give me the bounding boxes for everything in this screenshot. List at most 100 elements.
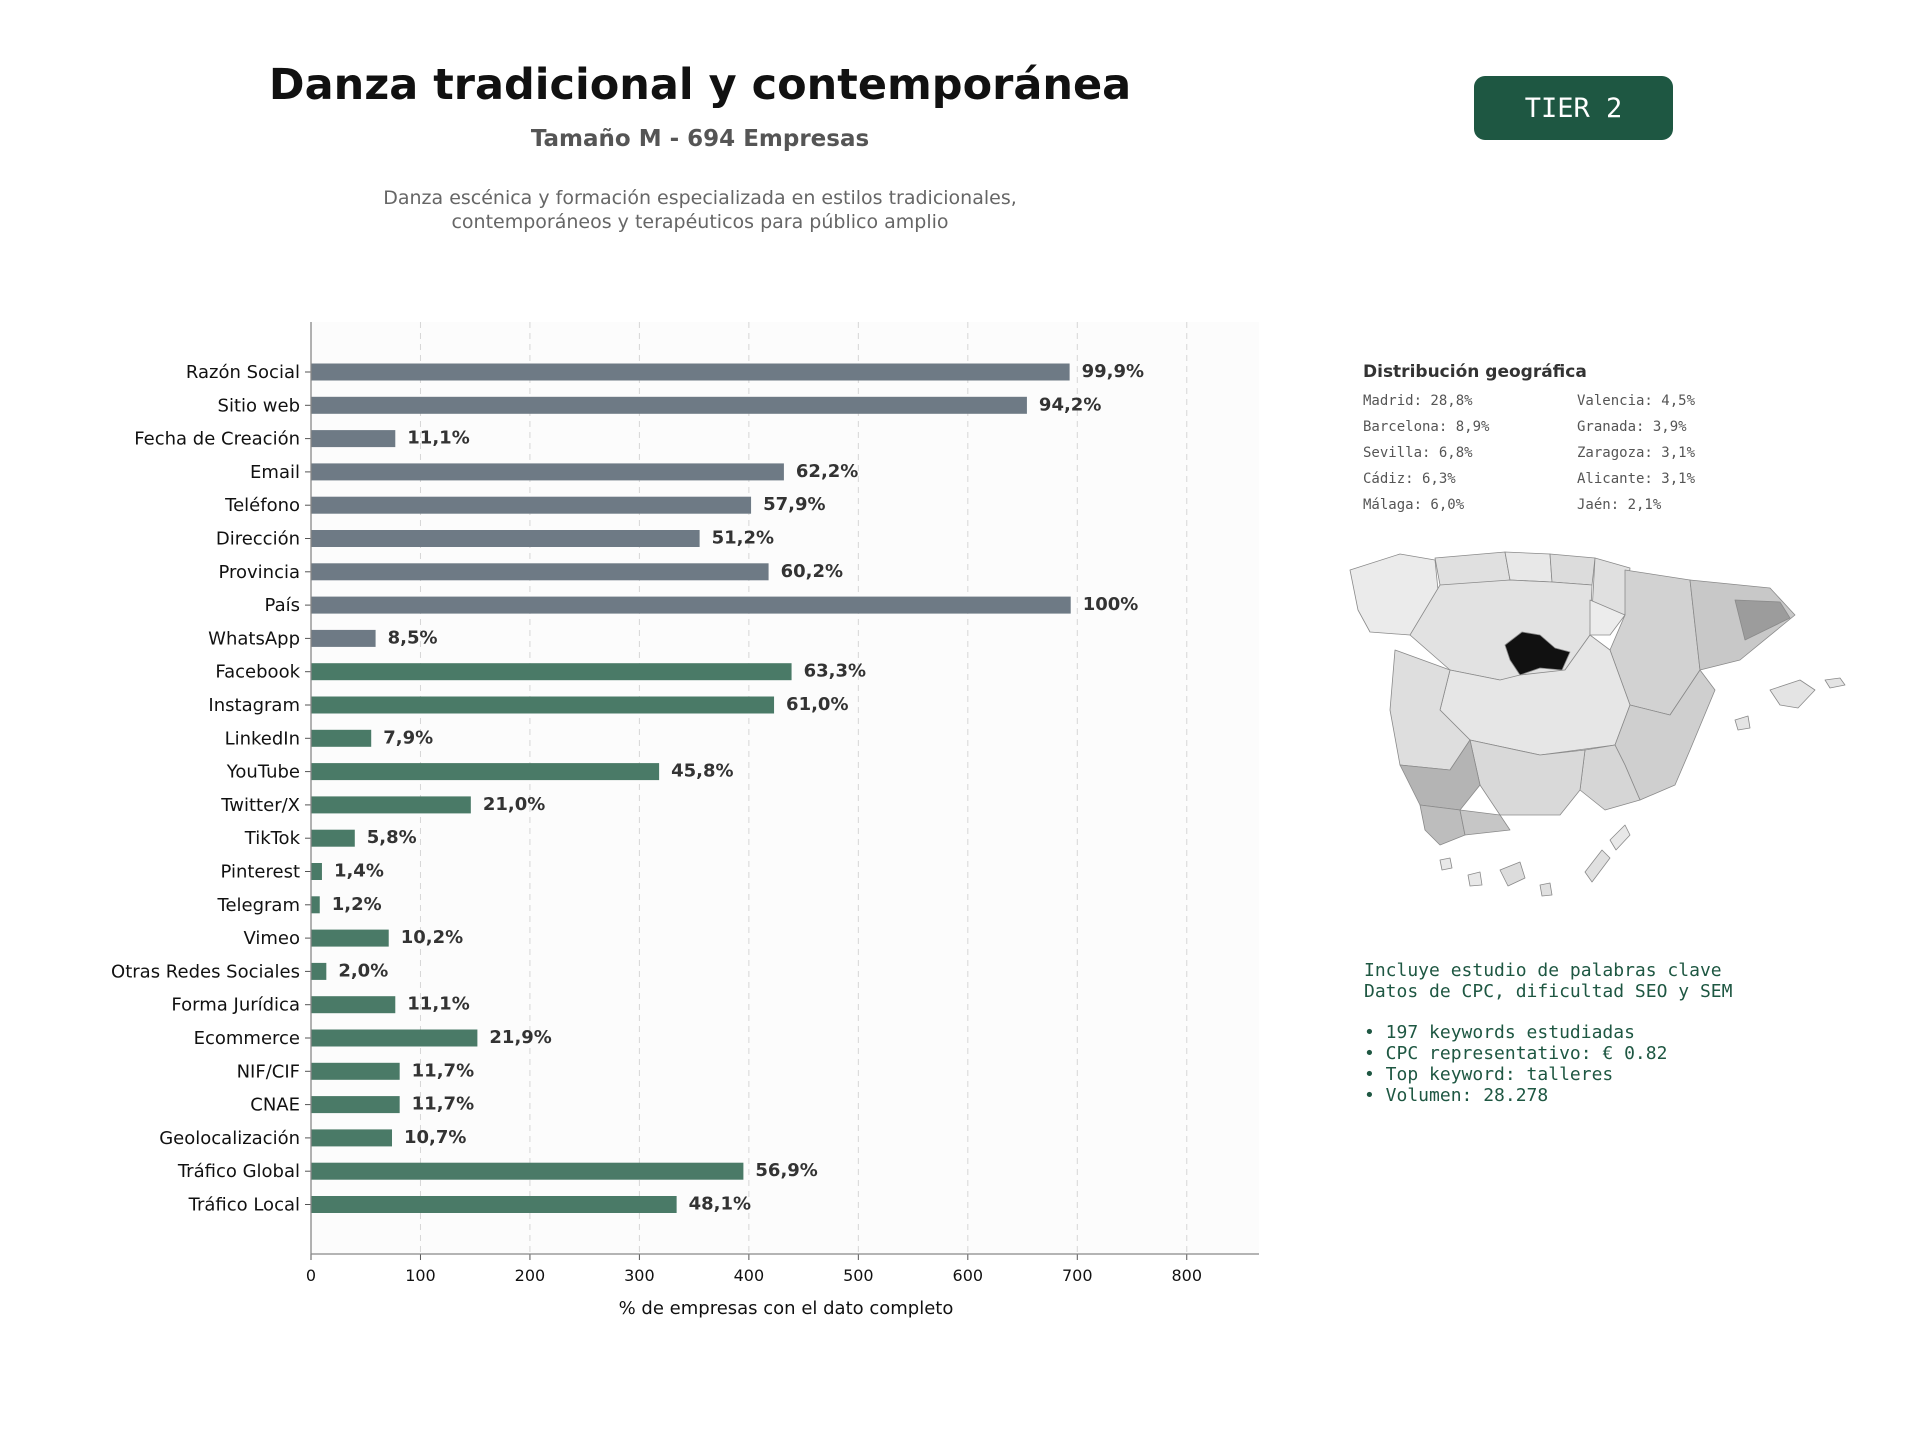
bar: [311, 1096, 400, 1114]
category-label: País: [265, 595, 300, 616]
bar: [311, 496, 752, 514]
data-label: 45,8%: [671, 761, 733, 782]
map-region-canary-1: [1439, 857, 1453, 871]
data-label: 10,2%: [401, 927, 463, 948]
tier-badge: TIER 2: [1474, 76, 1673, 140]
map-region-malaga: [1459, 809, 1511, 836]
x-tick-label: 600: [953, 1266, 984, 1285]
geo-title: Distribución geográfica: [1363, 362, 1587, 382]
x-tick-label: 800: [1171, 1266, 1202, 1285]
geo-entry: Alicante: 3,1%: [1577, 471, 1696, 487]
category-label: LinkedIn: [225, 728, 300, 749]
category-label: Forma Jurídica: [171, 995, 300, 1016]
map-region-canary-3: [1499, 861, 1526, 887]
map-region-madrid: [1504, 631, 1571, 676]
page-title: Danza tradicional y contemporánea: [268, 60, 1132, 110]
category-label: Twitter/X: [220, 795, 300, 816]
bar: [311, 463, 784, 481]
data-label: 1,2%: [332, 894, 382, 915]
data-label: 11,1%: [407, 428, 469, 449]
geo-entry: Jaén: 2,1%: [1577, 497, 1662, 513]
data-label: 5,8%: [367, 827, 417, 848]
category-label: CNAE: [250, 1095, 300, 1116]
category-label: Fecha de Creación: [134, 429, 300, 450]
bar: [311, 696, 775, 714]
keyword-bullet: • CPC representativo: € 0.82: [1364, 1043, 1668, 1064]
data-label: 48,1%: [689, 1194, 751, 1215]
map-region-canary-4: [1539, 882, 1553, 897]
data-label: 60,2%: [781, 561, 843, 582]
category-label: Dirección: [216, 529, 300, 550]
data-label: 11,1%: [407, 994, 469, 1015]
x-axis-label: % de empresas con el dato completo: [619, 1298, 954, 1319]
data-label: 99,9%: [1082, 361, 1144, 382]
map-region-barcelona: [1734, 599, 1791, 641]
bar: [311, 996, 396, 1014]
bar: [311, 929, 389, 947]
bar: [311, 396, 1027, 414]
x-tick-label: 100: [405, 1266, 436, 1285]
bar: [311, 962, 327, 980]
category-label: WhatsApp: [208, 628, 300, 649]
geo-entry: Granada: 3,9%: [1577, 419, 1687, 435]
category-label: Sitio web: [218, 395, 300, 416]
x-tick-label: 700: [1062, 1266, 1093, 1285]
category-label: Tráfico Local: [188, 1195, 300, 1216]
data-label: 21,0%: [483, 794, 545, 815]
x-tick-label: 300: [624, 1266, 655, 1285]
map-region-mallorca: [1769, 679, 1816, 709]
description-line: Danza escénica y formación especializada…: [383, 187, 1017, 209]
category-label: NIF/CIF: [237, 1061, 300, 1082]
geo-distribution-panel: Distribución geográfica Madrid: 28,8% Va…: [1363, 362, 1763, 515]
bar: [311, 596, 1071, 614]
spain-map: [1349, 551, 1846, 897]
bar: [311, 729, 372, 747]
data-label: 21,9%: [489, 1027, 551, 1048]
map-region-canary-5: [1584, 849, 1611, 883]
category-label: Tráfico Global: [177, 1161, 300, 1182]
bar: [311, 1029, 478, 1047]
x-tick-label: 400: [734, 1266, 765, 1285]
map-region-rioja: [1589, 599, 1626, 636]
keywords-panel: Incluye estudio de palabras clave Datos …: [1364, 960, 1884, 1106]
description-line: contemporáneos y terapéuticos para públi…: [451, 211, 949, 233]
page-description: Danza escénica y formación especializada…: [240, 186, 1160, 234]
data-label: 51,2%: [712, 528, 774, 549]
map-region-cantabria: [1504, 551, 1553, 583]
geo-entry: Valencia: 4,5%: [1577, 393, 1696, 409]
category-label: Geolocalización: [159, 1128, 300, 1149]
geo-entry: Sevilla: 6,8%: [1363, 445, 1473, 461]
data-label: 7,9%: [383, 727, 433, 748]
map-region-canary-2: [1467, 871, 1483, 887]
map-region-menorca: [1824, 677, 1846, 689]
category-label: Otras Redes Sociales: [111, 961, 300, 982]
geo-entry: Málaga: 6,0%: [1363, 497, 1465, 513]
bar: [311, 1129, 393, 1147]
data-label: 94,2%: [1039, 394, 1101, 415]
category-label: Facebook: [215, 662, 300, 683]
category-label: TikTok: [244, 828, 301, 849]
data-label: 57,9%: [763, 494, 825, 515]
category-label: Telegram: [217, 895, 300, 916]
data-label: 8,5%: [388, 627, 438, 648]
data-label: 1,4%: [334, 861, 384, 882]
geo-entry: Madrid: 28,8%: [1363, 393, 1473, 409]
data-label: 10,7%: [404, 1127, 466, 1148]
category-label: Vimeo: [243, 928, 300, 949]
page-subtitle: Tamaño M - 694 Empresas: [530, 126, 870, 152]
x-tick-label: 200: [515, 1266, 546, 1285]
x-tick-label: 0: [306, 1266, 316, 1285]
keyword-bullet: • Volumen: 28.278: [1364, 1085, 1549, 1106]
data-label: 2,0%: [338, 960, 388, 981]
map-region-ibiza: [1734, 715, 1751, 731]
category-label: Provincia: [218, 562, 300, 583]
data-label: 63,3%: [804, 661, 866, 682]
bar: [311, 629, 376, 647]
keyword-bullet: • Top keyword: talleres: [1364, 1064, 1614, 1085]
category-label: Teléfono: [224, 495, 300, 516]
category-label: YouTube: [226, 762, 300, 783]
bar: [311, 1196, 677, 1213]
geo-list: Madrid: 28,8% Valencia: 4,5% Barcelona: …: [1363, 391, 1763, 515]
data-label: 61,0%: [786, 694, 848, 715]
